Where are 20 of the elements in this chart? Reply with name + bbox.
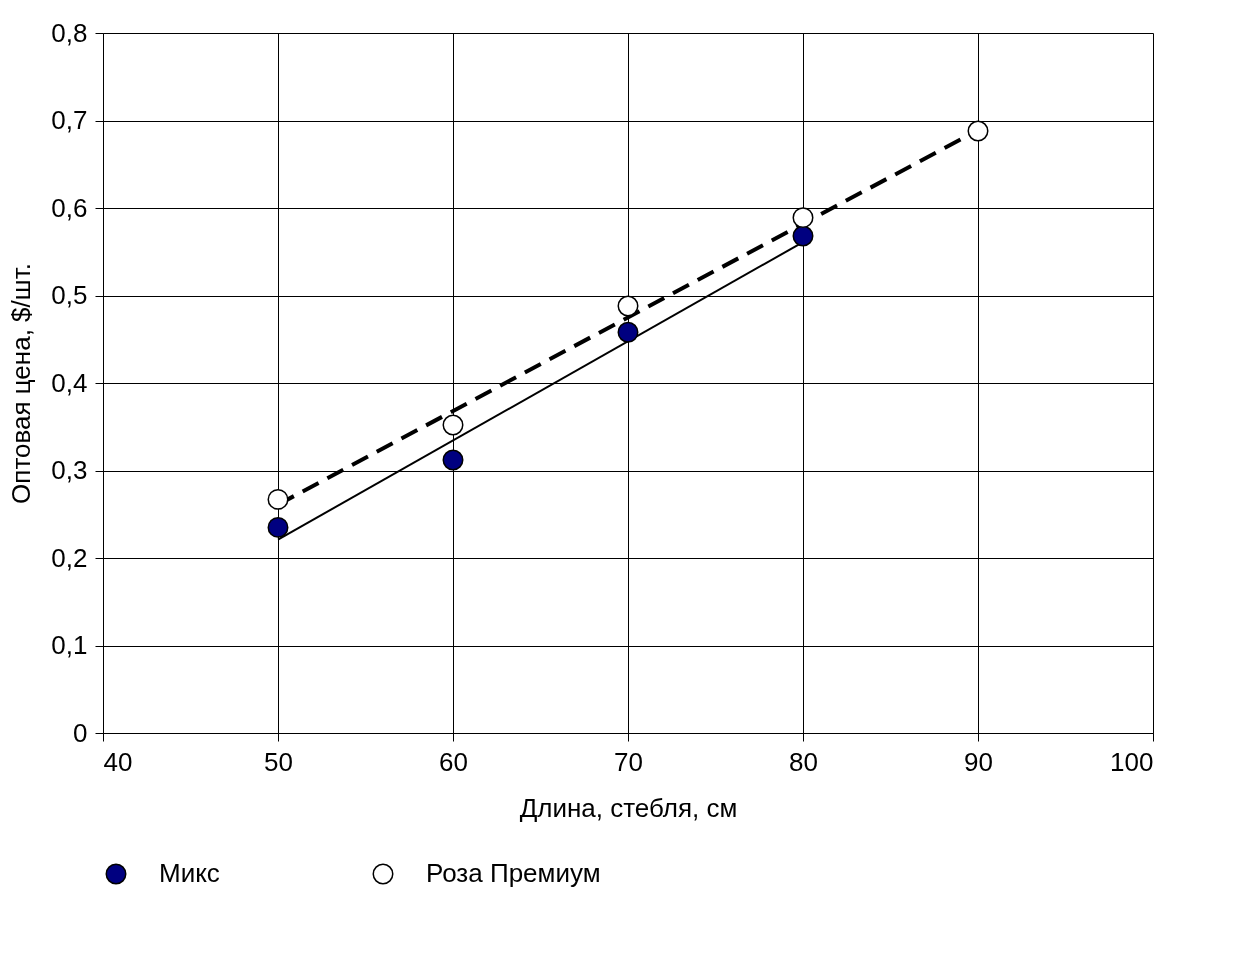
legend-label: Микс (159, 858, 220, 888)
x-tick-label: 40 (103, 746, 133, 777)
y-tick-label: 0,7 (51, 105, 88, 135)
y-tick-label: 0,3 (51, 455, 88, 485)
x-tick-label: 50 (264, 746, 293, 777)
y-tick-label: 0,4 (51, 367, 88, 398)
x-tick-label: 80 (789, 746, 818, 777)
y-tick-label: 0,8 (51, 17, 88, 48)
y-tick-label: 0,5 (51, 280, 88, 310)
x-tick-label: 70 (614, 746, 643, 777)
legend-label: Роза Премиум (426, 858, 601, 888)
y-axis-title: Оптовая цена, $/шт. (6, 263, 37, 504)
y-tick-label: 0,2 (51, 542, 88, 573)
y-tick-label: 0,6 (51, 192, 88, 223)
x-tick-label: 100 (1110, 746, 1154, 777)
y-tick-label: 0 (73, 717, 88, 748)
x-tick-label: 90 (964, 746, 993, 777)
x-axis-title: Длина, стебля, см (519, 792, 738, 823)
x-tick-label: 60 (439, 746, 468, 777)
y-tick-label: 0,1 (51, 630, 88, 660)
